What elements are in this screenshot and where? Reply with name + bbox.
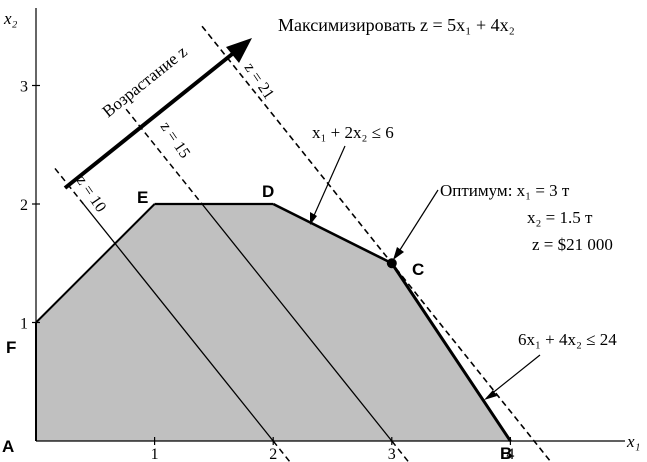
objective-line-bottom-10 bbox=[272, 440, 291, 462]
optimum-label-line3: z = $21 000 bbox=[532, 235, 613, 254]
edge-f-e bbox=[35, 203, 156, 324]
increase-direction-arrowhead bbox=[226, 38, 252, 63]
x-tick-label-4: 4 bbox=[506, 446, 514, 462]
optimum-label-line2: x₂ = 1.5 т bbox=[527, 208, 593, 227]
x-tick-label-2: 2 bbox=[269, 446, 277, 462]
vertex-label-a: A bbox=[2, 437, 14, 456]
constraint-pointer-2 bbox=[489, 354, 541, 396]
objective-label-z10: z = 10 bbox=[73, 173, 110, 216]
y-tick-label-3: 3 bbox=[20, 79, 28, 96]
constraint-label-1: x₁ + 2x₂ ≤ 6 bbox=[312, 123, 394, 142]
edge-c-b bbox=[390, 262, 512, 442]
objective-label-z15: z = 15 bbox=[157, 119, 194, 162]
objective-line-15 bbox=[201, 203, 393, 442]
x-tick-label-1: 1 bbox=[151, 446, 159, 462]
objective-line-21 bbox=[201, 25, 551, 462]
constraint-pointer-head-2 bbox=[484, 390, 497, 400]
optimum-label-line1: Оптимум: x₁ = 3 т bbox=[440, 181, 570, 200]
optimum-pointer-line bbox=[397, 189, 439, 254]
constraint-label-2: 6x₁ + 4x₂ ≤ 24 bbox=[518, 330, 617, 349]
x-axis-label: x₁ bbox=[626, 432, 640, 451]
objective-line-top-15 bbox=[125, 108, 203, 205]
edge-d-c bbox=[272, 202, 393, 265]
vertex-label-f: F bbox=[6, 338, 16, 357]
chart-title: Максимизировать z = 5x₁ + 4x₂ bbox=[278, 15, 515, 35]
constraint-pointer-head-1 bbox=[310, 212, 317, 225]
vertex-label-d: D bbox=[262, 182, 274, 201]
increase-direction-arrow bbox=[63, 49, 238, 190]
objective-line-10 bbox=[82, 203, 274, 442]
y-tick-label-2: 2 bbox=[20, 197, 28, 214]
y-tick-label-1: 1 bbox=[20, 316, 28, 333]
increase-direction-label: Возрастание z bbox=[99, 42, 192, 121]
vertex-label-e: E bbox=[137, 188, 148, 207]
y-axis-label: x₂ bbox=[3, 9, 18, 28]
objective-line-bottom-15 bbox=[391, 440, 410, 462]
optimum-pointer-head bbox=[393, 247, 404, 260]
optimum-point-marker bbox=[386, 258, 397, 269]
vertex-label-c: C bbox=[412, 260, 424, 279]
constraint-pointer-1 bbox=[311, 145, 346, 221]
x-tick-label-3: 3 bbox=[388, 446, 396, 462]
vertex-label-b: B bbox=[500, 444, 512, 462]
